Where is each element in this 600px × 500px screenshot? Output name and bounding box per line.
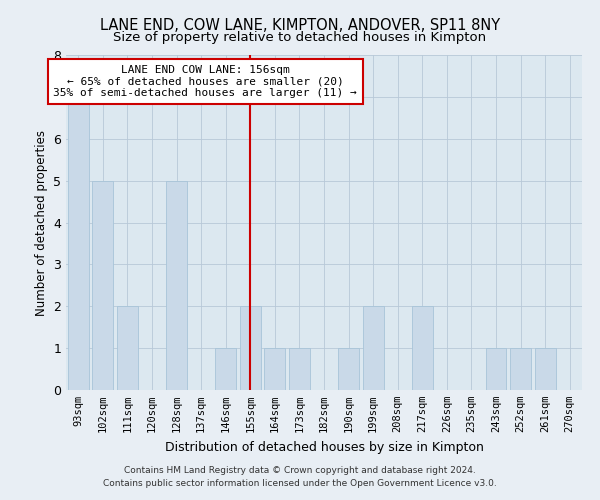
Text: LANE END, COW LANE, KIMPTON, ANDOVER, SP11 8NY: LANE END, COW LANE, KIMPTON, ANDOVER, SP…: [100, 18, 500, 32]
Bar: [338, 348, 359, 390]
Bar: [289, 348, 310, 390]
Bar: [412, 306, 433, 390]
Bar: [362, 306, 383, 390]
Text: LANE END COW LANE: 156sqm
← 65% of detached houses are smaller (20)
35% of semi-: LANE END COW LANE: 156sqm ← 65% of detac…: [53, 65, 357, 98]
X-axis label: Distribution of detached houses by size in Kimpton: Distribution of detached houses by size …: [164, 440, 484, 454]
Bar: [117, 306, 138, 390]
Bar: [68, 97, 89, 390]
Text: Contains HM Land Registry data © Crown copyright and database right 2024.
Contai: Contains HM Land Registry data © Crown c…: [103, 466, 497, 487]
Bar: [166, 180, 187, 390]
Bar: [535, 348, 556, 390]
Text: Size of property relative to detached houses in Kimpton: Size of property relative to detached ho…: [113, 31, 487, 44]
Y-axis label: Number of detached properties: Number of detached properties: [35, 130, 47, 316]
Bar: [92, 180, 113, 390]
Bar: [215, 348, 236, 390]
Bar: [240, 306, 261, 390]
Bar: [265, 348, 286, 390]
Bar: [485, 348, 506, 390]
Bar: [510, 348, 531, 390]
